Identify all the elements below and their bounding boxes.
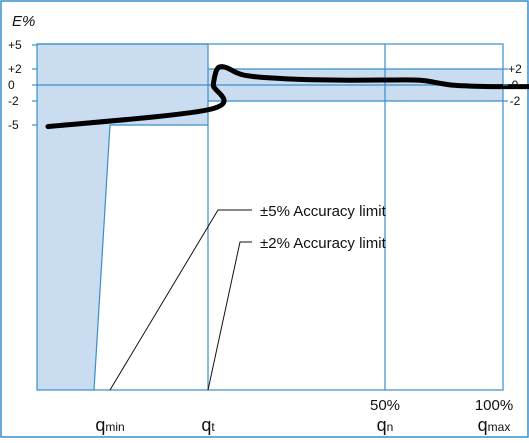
- plot-area-border: [36, 43, 504, 391]
- qmin-label: qmin: [95, 415, 124, 435]
- left-y-tick-label: -5: [8, 118, 19, 132]
- qn-label: qn: [377, 415, 394, 435]
- right-y-tick-label: +2: [508, 62, 522, 76]
- qmax-label: qmax: [478, 415, 511, 435]
- qmax-percent-label: 100%: [475, 397, 513, 414]
- tick-marks: [32, 44, 508, 126]
- left-y-tick-label: +2: [8, 62, 22, 76]
- limit-lines: [36, 43, 504, 391]
- left-y-tick-label: 0: [8, 78, 15, 92]
- left-y-tick-label: -2: [8, 94, 19, 108]
- minimum-flow-limit-line: [93, 124, 208, 391]
- accuracy-5-leader: [109, 209, 252, 391]
- qt-label: qt: [201, 415, 215, 435]
- right-y-tick-labels: +2 0 -2: [508, 62, 522, 108]
- accuracy-2-label: ±2% Accuracy limit: [260, 235, 387, 252]
- qn-percent-label: 50%: [370, 397, 400, 414]
- lower-flow-error-band: [37, 44, 208, 390]
- right-y-tick-label: -2: [510, 94, 521, 108]
- right-y-tick-label: 0: [512, 78, 519, 92]
- y-axis-label: E%: [12, 13, 35, 30]
- accuracy-5-label: ±5% Accuracy limit: [260, 203, 387, 220]
- accuracy-2-leader: [207, 241, 252, 391]
- left-y-tick-labels: +5 +2 0 -2 -5: [8, 38, 22, 132]
- error-curve: [45, 64, 529, 130]
- left-y-tick-label: +5: [8, 38, 22, 52]
- annotation-leaders: [109, 209, 252, 391]
- x-axis-labels: qmin qt 50%qn 100%qmax: [95, 397, 513, 435]
